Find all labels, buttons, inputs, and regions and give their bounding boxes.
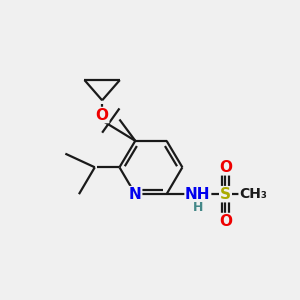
Text: N: N	[129, 187, 142, 202]
Text: NH: NH	[185, 187, 211, 202]
Text: S: S	[220, 187, 231, 202]
Text: H: H	[193, 200, 203, 214]
Text: O: O	[96, 107, 109, 122]
Text: CH₃: CH₃	[239, 187, 267, 201]
Text: O: O	[219, 214, 232, 229]
Text: O: O	[219, 160, 232, 175]
